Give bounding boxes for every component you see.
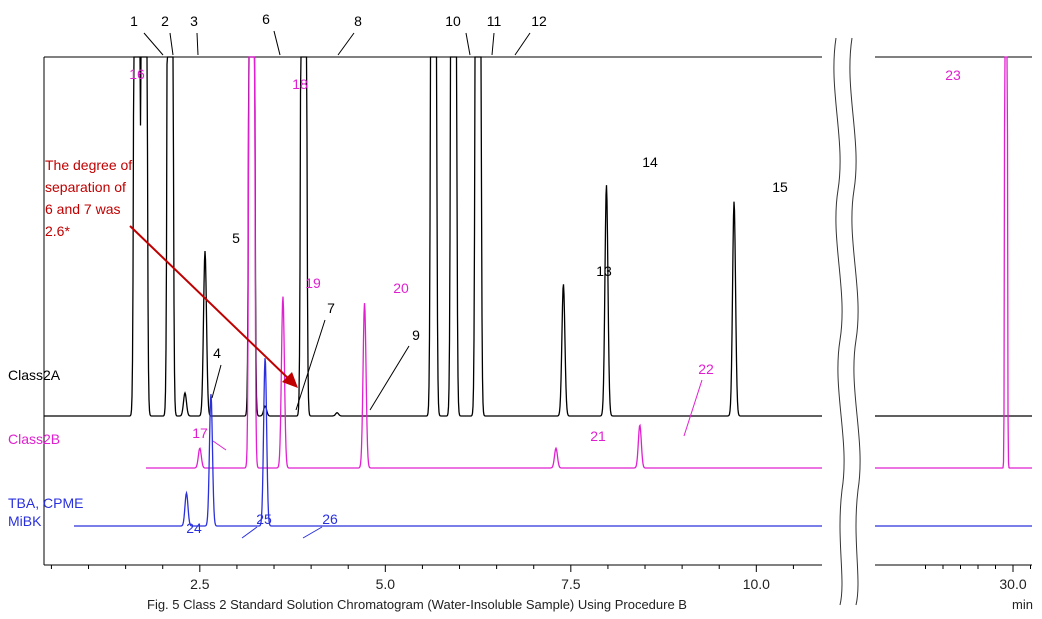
- axis-break-symbol: [833, 37, 861, 606]
- peak-label-26: 26: [322, 511, 338, 527]
- peak-label-20: 20: [393, 280, 409, 296]
- x-tick-label: 2.5: [190, 576, 210, 592]
- peak-leader-6: [273, 30, 281, 56]
- trace-class2b-inset: [875, 56, 1032, 469]
- peak-label-10: 10: [445, 13, 461, 29]
- peak-leader-3: [196, 32, 199, 56]
- peak-leader-8: [337, 32, 355, 56]
- peak-label-11: 11: [487, 13, 502, 29]
- x-tick-label: 30.0: [999, 576, 1026, 592]
- peak-label-17: 17: [192, 425, 208, 441]
- peak-label-18: 18: [292, 76, 308, 92]
- series-label: MiBK: [8, 513, 42, 529]
- x-unit-label: min: [1012, 597, 1033, 612]
- peak-label-15: 15: [772, 179, 788, 195]
- peak-label-24: 24: [186, 520, 202, 536]
- annotation-arrow-shaft: [129, 225, 293, 383]
- annotation-line: 6 and 7 was: [45, 201, 121, 217]
- annotation-arrow-head: [282, 372, 298, 388]
- peak-label-19: 19: [305, 275, 321, 291]
- peak-label-1: 1: [130, 13, 138, 29]
- peak-label-4: 4: [213, 345, 221, 361]
- peak-label-23: 23: [945, 67, 961, 83]
- peak-label-7: 7: [327, 300, 335, 316]
- trace-class2b-main: [146, 56, 822, 469]
- peak-label-16: 16: [129, 66, 145, 82]
- annotation-line: 2.6*: [45, 223, 70, 239]
- peak-label-2: 2: [161, 13, 169, 29]
- peak-leader-26: [302, 526, 323, 539]
- peak-label-12: 12: [531, 13, 547, 29]
- separation-annotation: The degree of separation of 6 and 7 was 2.6…: [45, 157, 298, 388]
- trace-class2a-main: [44, 56, 822, 417]
- peak-label-25: 25: [256, 511, 272, 527]
- peak-label-14: 14: [642, 154, 658, 170]
- peak-leader-1: [143, 32, 164, 56]
- peak-label-8: 8: [354, 13, 362, 29]
- peak-label-13: 13: [596, 263, 612, 279]
- peak-label-9: 9: [412, 327, 420, 343]
- peak-leader-7: [295, 319, 326, 411]
- annotation-line: The degree of: [45, 157, 132, 173]
- x-tick-label: 5.0: [376, 576, 396, 592]
- peak-leader-4: [211, 364, 222, 399]
- annotation-line: separation of: [45, 179, 126, 195]
- peak-leader-25: [241, 526, 258, 539]
- series-label: Class2A: [8, 367, 61, 383]
- peak-label-3: 3: [190, 13, 198, 29]
- series-labels: Class2A Class2B TBA, CPME MiBK: [8, 367, 83, 529]
- peak-leader-12: [514, 32, 531, 56]
- peak-leader-2: [169, 32, 174, 56]
- peak-leader-9: [369, 345, 410, 411]
- series-label: TBA, CPME: [8, 495, 83, 511]
- x-tick-label: 7.5: [561, 576, 581, 592]
- peak-leader-17: [212, 440, 227, 451]
- peak-label-5: 5: [232, 230, 240, 246]
- peak-label-6: 6: [262, 11, 270, 27]
- peak-label-22: 22: [698, 361, 714, 377]
- series-label: Class2B: [8, 431, 60, 447]
- peak-leader-11: [491, 32, 495, 56]
- x-axis-ticks: 2.5 5.0 7.5 10.0 30.0: [50, 565, 1031, 592]
- trace-tba-main: [74, 358, 822, 527]
- peak-leader-22: [683, 379, 703, 437]
- x-tick-label: 10.0: [743, 576, 770, 592]
- traces: [44, 56, 1032, 527]
- peak-label-21: 21: [590, 428, 606, 444]
- figure-caption: Fig. 5 Class 2 Standard Solution Chromat…: [147, 597, 687, 612]
- peak-leader-10: [465, 32, 471, 56]
